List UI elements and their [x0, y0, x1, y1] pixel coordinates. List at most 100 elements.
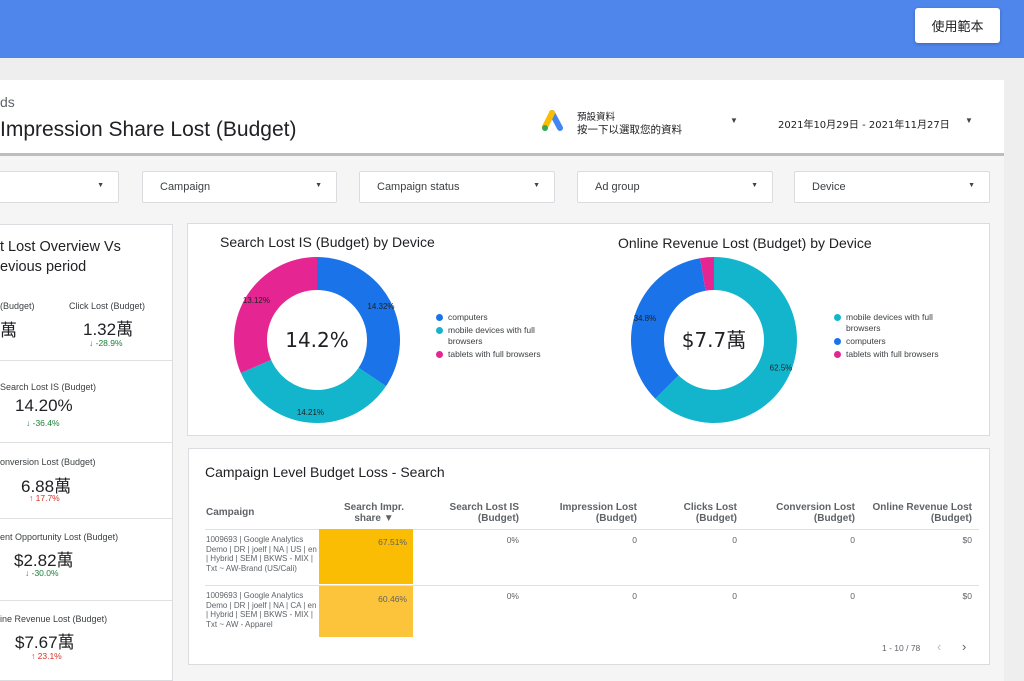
scorecard-row: Search Lost IS (Budget) 14.20% ↓ -36.4%: [0, 360, 172, 442]
data-source-label[interactable]: 預設資料: [577, 112, 616, 123]
donut-slice-computers[interactable]: [317, 257, 400, 387]
top-bar: 使用範本: [0, 0, 1024, 58]
scorecard-value: $2.82萬: [14, 551, 74, 570]
chart-legend: computers mobile devices with full brows…: [436, 312, 546, 362]
scorecard-change: ↑ 17.7%: [29, 493, 60, 503]
chevron-down-icon: ▼: [968, 182, 975, 189]
campaign-table-card: Campaign Level Budget Loss - Search Camp…: [188, 448, 990, 665]
scorecard-value: 萬: [0, 321, 17, 340]
legend-dot-icon: [834, 338, 841, 345]
scorecard-row: ine Revenue Lost (Budget) $7.67萬 ↑ 23.1%: [0, 600, 172, 681]
legend-dot-icon: [436, 351, 443, 358]
breadcrumb: ds: [0, 94, 15, 110]
donut-slice-label: 62.5%: [770, 364, 793, 373]
legend-dot-icon: [834, 314, 841, 321]
legend-label: tablets with full browsers: [448, 349, 541, 359]
column-header-online-revenue-lost[interactable]: Online Revenue Lost (Budget): [872, 502, 972, 524]
filter-campaign[interactable]: Campaign ▼: [142, 171, 337, 203]
filter-device[interactable]: Device ▼: [794, 171, 990, 203]
table-cell: 0: [850, 535, 855, 545]
table-cell: 0: [850, 591, 855, 601]
legend-item[interactable]: mobile devices with full browsers: [436, 325, 546, 347]
scorecard-change: ↓ -30.0%: [25, 568, 59, 578]
filter-campaign-status[interactable]: Campaign status ▼: [359, 171, 555, 203]
chevron-down-icon: ▼: [751, 182, 758, 189]
donut-slice-tablets-with-full-browsers[interactable]: [699, 257, 714, 291]
impr-share-cell: 67.51%: [319, 529, 413, 584]
legend-label: computers: [846, 336, 886, 346]
scorecard-label: (Budget): [0, 301, 35, 311]
scorecard-value: 1.32萬: [83, 320, 134, 339]
overview-title: t Lost Overview Vs evious period: [0, 237, 121, 277]
chevron-down-icon: ▼: [533, 182, 540, 189]
overview-title-line: evious period: [0, 259, 87, 275]
legend-item[interactable]: tablets with full browsers: [436, 349, 546, 360]
table-cell: 0: [632, 535, 637, 545]
donut-slice-tablets-with-full-browsers[interactable]: [233, 257, 317, 373]
legend-label: tablets with full browsers: [846, 349, 939, 359]
chart-title: Search Lost IS (Budget) by Device: [220, 234, 435, 250]
filter-label: Device: [812, 181, 846, 193]
legend-label: mobile devices with full browsers: [448, 325, 535, 346]
chevron-left-icon[interactable]: ‹: [937, 639, 942, 654]
scorecard-change: ↓ -36.4%: [26, 418, 60, 428]
donut-chart-online-revenue-lost[interactable]: 62.5% 34.8% $7.7萬: [624, 250, 804, 430]
chevron-down-icon: ▼: [315, 182, 322, 189]
date-range-selector[interactable]: 2021年10月29日 - 2021年11月27日: [778, 120, 950, 131]
use-template-button[interactable]: 使用範本: [915, 8, 1000, 43]
chevron-right-icon[interactable]: ›: [962, 639, 967, 654]
chart-legend: mobile devices with full browsers comput…: [834, 312, 944, 362]
pagination-label: 1 - 10 / 78: [882, 643, 921, 653]
donut-chart-search-lost-is[interactable]: 14.32% 14.21% 13.12% 14.2%: [227, 250, 407, 430]
impr-share-value: 60.46%: [378, 594, 407, 604]
donut-center-value: 14.2%: [285, 328, 349, 352]
scorecard-change-value: -28.9%: [95, 338, 123, 348]
legend-item[interactable]: tablets with full browsers: [834, 349, 944, 360]
table-cell: $0: [962, 591, 972, 601]
column-header-search-lost-is[interactable]: Search Lost IS (Budget): [449, 502, 519, 524]
scorecard-value: $7.67萬: [15, 633, 75, 652]
report-canvas: ds Impression Share Lost (Budget) 預設資料 按…: [0, 80, 1004, 681]
scorecard-row: onversion Lost (Budget) 6.88萬 ↑ 17.7%: [0, 442, 172, 518]
filter-label: Campaign: [160, 181, 211, 193]
column-header-conversion-lost[interactable]: Conversion Lost (Budget): [776, 502, 855, 524]
column-header-clicks-lost[interactable]: Clicks Lost (Budget): [683, 502, 737, 524]
scorecard-row: ent Opportunity Lost (Budget) $2.82萬 ↓ -…: [0, 518, 172, 600]
date-range-chevron-down-icon[interactable]: ▼: [965, 116, 973, 125]
row-divider: [205, 529, 979, 530]
data-source-hint[interactable]: 按一下以選取您的資料: [577, 124, 682, 136]
table-cell: 0%: [506, 535, 519, 545]
column-header-campaign[interactable]: Campaign: [206, 507, 255, 518]
page-title: Impression Share Lost (Budget): [0, 118, 297, 141]
google-ads-logo-icon: [542, 110, 563, 131]
filter-label: Campaign status: [377, 181, 460, 193]
scorecard-label: Click Lost (Budget): [69, 301, 146, 311]
scorecard-change: ↑ 23.1%: [31, 651, 62, 661]
donut-slice-label: 14.32%: [367, 302, 394, 311]
legend-dot-icon: [436, 314, 443, 321]
legend-item[interactable]: computers: [834, 336, 944, 347]
campaign-name-cell: 1009693 | Google Analytics Demo | DR | j…: [206, 535, 317, 573]
donut-slice-label: 13.12%: [243, 296, 270, 305]
table-cell: 0: [732, 535, 737, 545]
column-header-search-impr-share[interactable]: Search Impr. share ▼: [343, 502, 405, 524]
row-divider: [205, 585, 979, 586]
table-cell: 0: [732, 591, 737, 601]
donut-slice-mobile-devices-with-full-browsers[interactable]: [655, 257, 797, 423]
scorecard-label: onversion Lost (Budget): [0, 457, 96, 467]
legend-item[interactable]: mobile devices with full browsers: [834, 312, 944, 334]
column-header-impression-lost[interactable]: Impression Lost (Budget): [559, 502, 637, 524]
scorecard-label: ent Opportunity Lost (Budget): [0, 532, 119, 542]
filter-control-1[interactable]: ▼: [0, 171, 119, 203]
data-source-chevron-down-icon[interactable]: ▼: [730, 116, 738, 125]
donut-center-value: $7.7萬: [682, 328, 747, 352]
scorecard-change: ↓ -28.9%: [89, 338, 123, 348]
filter-ad-group[interactable]: Ad group ▼: [577, 171, 773, 203]
donut-slice-label: 14.21%: [297, 408, 324, 417]
table-cell: 0%: [506, 591, 519, 601]
donut-slice-mobile-devices-with-full-browsers[interactable]: [240, 359, 386, 423]
legend-item[interactable]: computers: [436, 312, 546, 323]
legend-dot-icon: [436, 327, 443, 334]
chevron-down-icon: ▼: [97, 182, 104, 189]
donut-slice-computers[interactable]: [631, 258, 706, 399]
